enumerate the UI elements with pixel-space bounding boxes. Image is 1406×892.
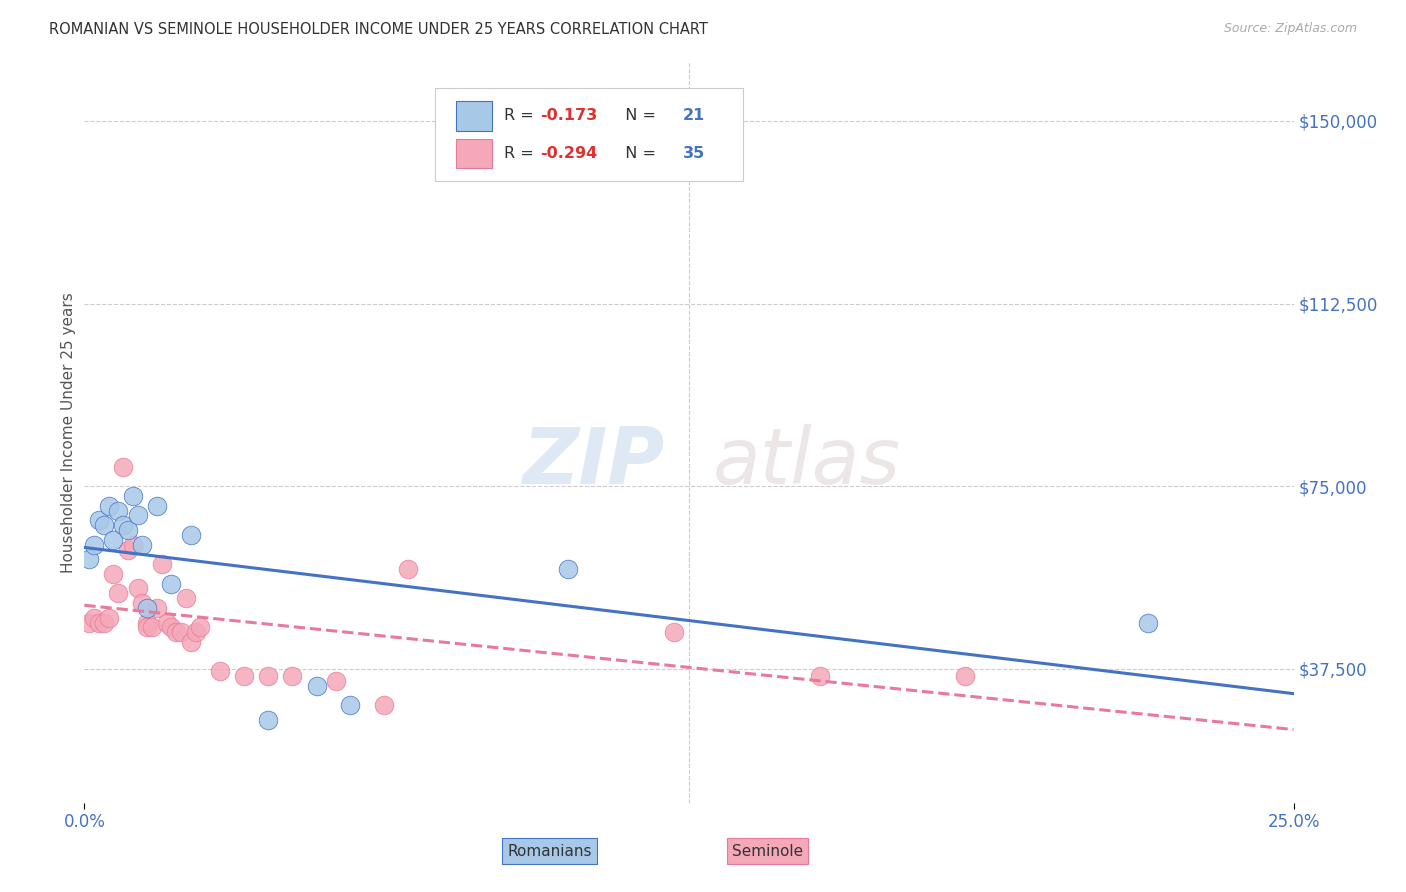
- Point: [121, 538, 143, 552]
- Point: [664, 625, 686, 640]
- Point: [160, 620, 183, 634]
- Point: [339, 698, 361, 713]
- Point: [97, 610, 120, 624]
- Point: [141, 620, 163, 634]
- Point: [180, 528, 202, 542]
- Point: [112, 518, 135, 533]
- Point: [131, 596, 153, 610]
- Point: [281, 669, 304, 683]
- FancyBboxPatch shape: [456, 138, 492, 169]
- Point: [107, 586, 129, 600]
- Point: [1137, 615, 1160, 630]
- Point: [174, 591, 197, 606]
- Text: R =: R =: [503, 146, 538, 161]
- Text: -0.294: -0.294: [540, 146, 598, 161]
- Point: [808, 669, 831, 683]
- Point: [127, 582, 149, 596]
- Y-axis label: Householder Income Under 25 years: Householder Income Under 25 years: [60, 293, 76, 573]
- Point: [150, 557, 173, 571]
- Text: Source: ZipAtlas.com: Source: ZipAtlas.com: [1223, 22, 1357, 36]
- Point: [93, 615, 115, 630]
- Point: [77, 615, 100, 630]
- Point: [233, 669, 256, 683]
- Point: [117, 523, 139, 537]
- Point: [136, 615, 159, 630]
- Point: [160, 576, 183, 591]
- Point: [103, 533, 125, 547]
- Point: [396, 562, 419, 576]
- Text: N =: N =: [616, 109, 661, 123]
- Point: [83, 538, 105, 552]
- Point: [136, 601, 159, 615]
- Point: [87, 513, 110, 527]
- Point: [136, 620, 159, 634]
- Text: Seminole: Seminole: [733, 844, 803, 858]
- Point: [97, 499, 120, 513]
- Point: [146, 499, 169, 513]
- Point: [305, 679, 328, 693]
- Point: [103, 566, 125, 581]
- Point: [87, 615, 110, 630]
- FancyBboxPatch shape: [456, 101, 492, 131]
- Point: [107, 503, 129, 517]
- Text: R =: R =: [503, 109, 538, 123]
- Point: [170, 625, 193, 640]
- Point: [127, 508, 149, 523]
- Point: [83, 610, 105, 624]
- Text: atlas: atlas: [713, 425, 901, 500]
- Point: [93, 518, 115, 533]
- Point: [146, 601, 169, 615]
- Point: [953, 669, 976, 683]
- Point: [165, 625, 187, 640]
- Point: [190, 620, 212, 634]
- Point: [155, 615, 177, 630]
- Text: N =: N =: [616, 146, 661, 161]
- Point: [257, 713, 280, 727]
- Text: 21: 21: [683, 109, 706, 123]
- Point: [112, 459, 135, 474]
- Text: ROMANIAN VS SEMINOLE HOUSEHOLDER INCOME UNDER 25 YEARS CORRELATION CHART: ROMANIAN VS SEMINOLE HOUSEHOLDER INCOME …: [49, 22, 709, 37]
- Point: [208, 665, 231, 679]
- Point: [373, 698, 395, 713]
- Point: [325, 673, 347, 688]
- Point: [180, 635, 202, 649]
- Text: 35: 35: [683, 146, 706, 161]
- Point: [257, 669, 280, 683]
- FancyBboxPatch shape: [434, 88, 744, 181]
- Point: [131, 538, 153, 552]
- Point: [77, 552, 100, 566]
- Point: [117, 542, 139, 557]
- Point: [557, 562, 579, 576]
- Point: [184, 625, 207, 640]
- Text: ZIP: ZIP: [523, 425, 665, 500]
- Text: Romanians: Romanians: [508, 844, 592, 858]
- Text: -0.173: -0.173: [540, 109, 598, 123]
- Point: [121, 489, 143, 503]
